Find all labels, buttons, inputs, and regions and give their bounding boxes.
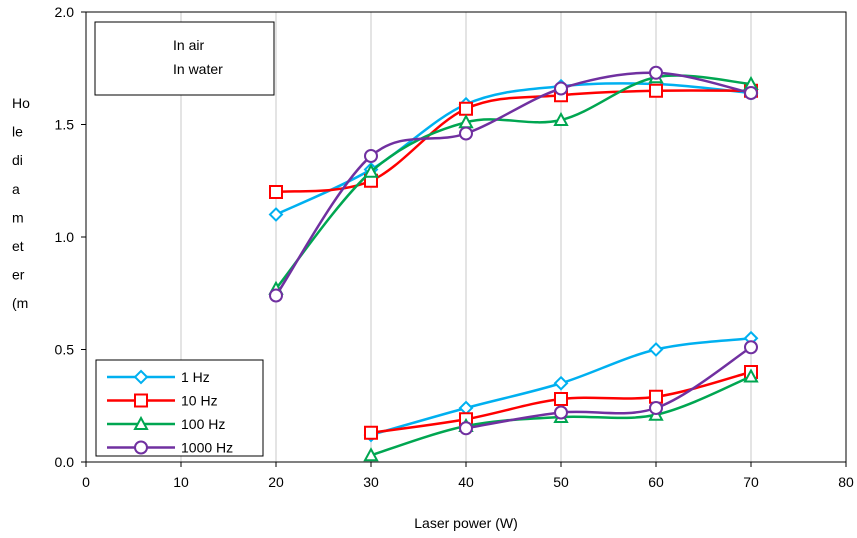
data-point-marker — [269, 288, 283, 303]
data-point-marker — [554, 405, 568, 420]
data-point-marker — [268, 207, 284, 222]
y-axis-title: Ho le di am et er (m — [12, 95, 30, 311]
x-tick-label: 0 — [82, 474, 90, 490]
condition-note-box: In air In water — [94, 21, 275, 96]
series-1000-hz-in-air — [269, 65, 758, 303]
data-point-marker — [649, 389, 663, 404]
note-in-air: In air — [173, 37, 204, 53]
legend-frame — [95, 359, 264, 457]
data-point-marker — [459, 101, 473, 116]
series-1-hz-in-air — [268, 76, 759, 222]
legend-label: 1000 Hz — [181, 440, 233, 456]
y-axis-title-line: (m — [12, 295, 28, 311]
y-axis-title-line: et — [12, 238, 24, 254]
note-in-water: In water — [173, 61, 223, 77]
y-axis-title-line: le — [12, 124, 23, 140]
legend-swatch-marker — [134, 440, 148, 455]
y-axis-title-line: m — [12, 209, 24, 225]
y-tick-label: 0.0 — [55, 454, 75, 470]
legend-label: 10 Hz — [181, 393, 218, 409]
data-point-marker — [554, 81, 568, 96]
data-series — [268, 65, 759, 462]
x-tick-label: 20 — [268, 474, 284, 490]
legend: 1 Hz 10 Hz 100 Hz 1000 Hz — [95, 359, 264, 457]
data-point-marker — [458, 400, 474, 416]
legend-swatch-marker — [133, 369, 149, 385]
legend-item: 1 Hz — [107, 369, 210, 385]
y-tick-label: 2.0 — [55, 4, 75, 20]
series-line — [274, 71, 752, 297]
data-point-marker — [744, 86, 758, 100]
x-tick-label: 50 — [553, 474, 569, 490]
data-point-marker — [743, 368, 759, 383]
x-tick-label: 40 — [458, 474, 474, 490]
x-tick-label: 30 — [363, 474, 379, 490]
x-axis-title: Laser power (W) — [414, 515, 517, 531]
data-point-marker — [648, 342, 664, 357]
legend-item: 10 Hz — [107, 393, 218, 409]
data-point-marker — [744, 340, 758, 355]
legend-item: 1000 Hz — [107, 440, 233, 456]
y-axis-title-line: er — [12, 267, 25, 283]
data-point-marker — [649, 83, 663, 98]
data-point-marker — [459, 421, 473, 436]
y-tick-label: 1.0 — [55, 229, 75, 245]
y-tick-label: 0.5 — [55, 342, 75, 358]
legend-swatch-marker — [133, 415, 149, 430]
y-axis-title-line: di — [12, 152, 23, 168]
data-point-marker — [363, 447, 379, 462]
x-tick-label: 80 — [838, 474, 854, 490]
y-axis-title-line: a — [12, 181, 20, 197]
x-tick-label: 10 — [173, 474, 189, 490]
data-point-marker — [649, 65, 663, 80]
y-axis-title-line: Ho — [12, 95, 30, 111]
series-1000-hz-in-water — [459, 340, 758, 436]
data-point-marker — [363, 163, 379, 178]
note-frame — [94, 21, 275, 96]
axis-ticks: 0 10 20 30 40 50 60 70 80 0.0 0.5 1.0 1.5 2.0 — [55, 4, 854, 490]
x-tick-label: 70 — [743, 474, 759, 490]
data-point-marker — [649, 401, 663, 415]
series-line — [275, 89, 752, 194]
legend-label: 1 Hz — [181, 369, 210, 385]
data-point-marker — [553, 375, 569, 391]
legend-swatch-marker — [134, 393, 148, 408]
series-100-hz-in-air — [268, 69, 759, 295]
data-point-marker — [364, 425, 378, 440]
y-tick-label: 1.5 — [55, 117, 75, 133]
series-10-hz-in-air — [269, 83, 758, 199]
data-point-marker — [459, 126, 473, 141]
data-point-marker — [554, 392, 568, 406]
legend-label: 100 Hz — [181, 416, 225, 432]
data-point-marker — [553, 111, 569, 126]
series-line — [465, 346, 752, 430]
legend-item: 100 Hz — [107, 415, 225, 432]
x-tick-label: 60 — [648, 474, 664, 490]
data-point-marker — [364, 149, 378, 163]
data-point-marker — [269, 185, 283, 199]
